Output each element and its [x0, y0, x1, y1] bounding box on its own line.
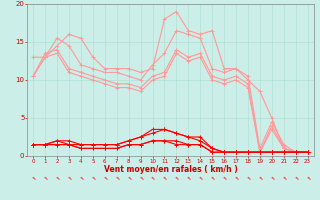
Text: ←: ← — [173, 175, 180, 182]
Text: ←: ← — [54, 175, 60, 182]
Text: ←: ← — [149, 175, 156, 182]
Text: ←: ← — [209, 175, 215, 182]
Text: ←: ← — [304, 175, 311, 182]
Text: ←: ← — [269, 175, 275, 182]
Text: ←: ← — [281, 175, 287, 182]
Text: ←: ← — [90, 175, 96, 182]
Text: ←: ← — [245, 175, 251, 182]
Text: ←: ← — [78, 175, 84, 182]
Text: ←: ← — [292, 175, 299, 182]
Text: ←: ← — [66, 175, 72, 182]
Text: ←: ← — [257, 175, 263, 182]
Text: ←: ← — [101, 175, 108, 182]
Text: ←: ← — [161, 175, 168, 182]
Text: ←: ← — [197, 175, 204, 182]
Text: ←: ← — [42, 175, 48, 182]
Text: ←: ← — [233, 175, 239, 182]
Text: ←: ← — [30, 175, 36, 182]
Text: ←: ← — [137, 175, 144, 182]
X-axis label: Vent moyen/en rafales ( km/h ): Vent moyen/en rafales ( km/h ) — [104, 165, 237, 174]
Text: ←: ← — [125, 175, 132, 182]
Text: ←: ← — [185, 175, 191, 182]
Text: ←: ← — [114, 175, 120, 182]
Text: ←: ← — [221, 175, 227, 182]
